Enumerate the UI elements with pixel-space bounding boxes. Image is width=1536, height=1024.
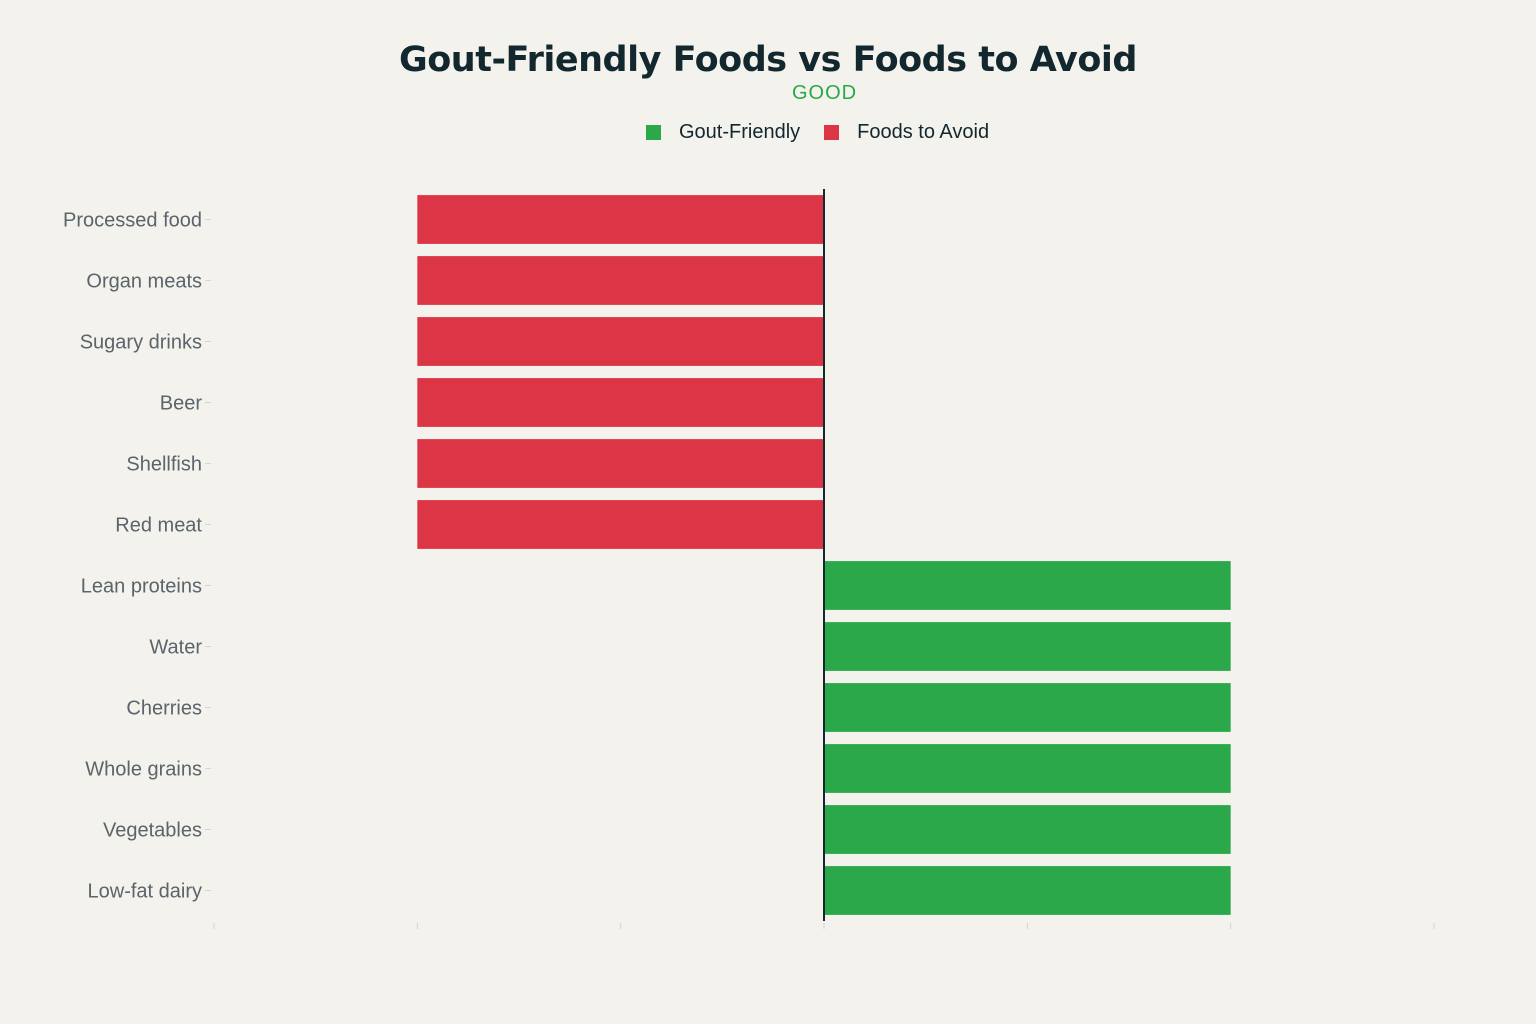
legend-item-gout-friendly[interactable]: Gout-Friendly xyxy=(646,121,800,144)
legend-swatch-foods-to-avoid xyxy=(824,124,840,140)
bar-foods-to-avoid-organ-meats xyxy=(417,256,824,305)
y-tick-label-lean-proteins: Lean proteins xyxy=(81,576,202,598)
bar-gout-friendly-lean-proteins xyxy=(824,561,1231,610)
legend-swatch-gout-friendly xyxy=(646,124,661,140)
y-tick-label-vegetables: Vegetables xyxy=(103,820,202,842)
bar-gout-friendly-vegetables xyxy=(824,805,1231,854)
bar-foods-to-avoid-processed-food xyxy=(417,195,824,244)
y-tick-label-whole-grains: Whole grains xyxy=(85,759,202,781)
bar-foods-to-avoid-beer xyxy=(417,378,824,427)
bar-foods-to-avoid-shellfish xyxy=(417,439,824,488)
y-tick-label-processed-food: Processed food xyxy=(63,210,202,232)
legend-label-foods-to-avoid: Foods to Avoid xyxy=(857,120,990,143)
legend-item-foods-to-avoid[interactable]: Foods to Avoid xyxy=(824,121,989,144)
bar-gout-friendly-low-fat-dairy xyxy=(824,866,1231,915)
y-tick-label-low-fat-dairy: Low-fat dairy xyxy=(88,881,203,903)
y-tick-label-shellfish: Shellfish xyxy=(126,454,202,476)
legend: Gout-Friendly Foods to Avoid xyxy=(646,118,1013,146)
chart-title: Gout-Friendly Foods vs Foods to Avoid xyxy=(399,40,1137,80)
y-tick-label-beer: Beer xyxy=(160,393,203,415)
y-tick-label-cherries: Cherries xyxy=(126,698,202,720)
bar-gout-friendly-whole-grains xyxy=(824,744,1231,793)
y-tick-label-organ-meats: Organ meats xyxy=(86,271,202,293)
bar-foods-to-avoid-sugary-drinks xyxy=(417,317,824,366)
y-tick-label-sugary-drinks: Sugary drinks xyxy=(80,332,202,354)
bar-gout-friendly-cherries xyxy=(824,683,1231,732)
y-tick-label-red-meat: Red meat xyxy=(115,515,202,537)
bar-foods-to-avoid-red-meat xyxy=(417,500,824,549)
legend-label-gout-friendly: Gout-Friendly xyxy=(679,120,801,143)
y-tick-label-water: Water xyxy=(149,637,202,659)
bar-gout-friendly-water xyxy=(824,622,1231,671)
chart-subtitle: GOOD xyxy=(792,82,858,104)
